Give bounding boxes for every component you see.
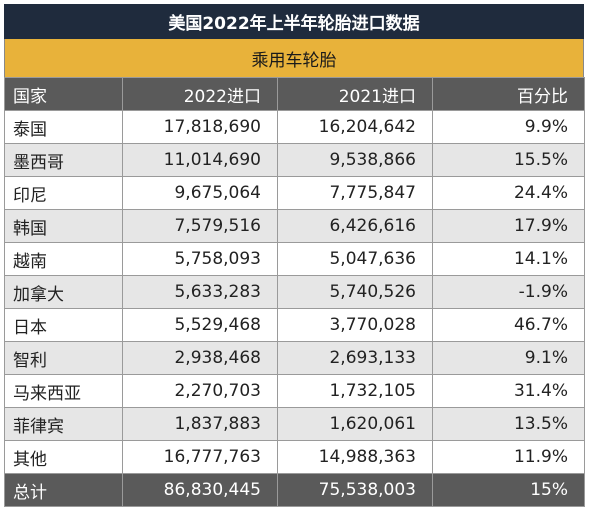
- cell-2022: 17,818,690: [122, 110, 278, 144]
- table-row: 泰国 17,818,690 16,204,642 9.9%: [4, 110, 585, 144]
- cell-percent: 15%: [432, 473, 585, 507]
- cell-country: 总计: [4, 473, 123, 507]
- cell-2022: 2,938,468: [122, 341, 278, 375]
- cell-2022: 7,579,516: [122, 209, 278, 243]
- header-country: 国家: [4, 77, 123, 111]
- cell-country: 越南: [4, 242, 123, 276]
- table-row: 智利 2,938,468 2,693,133 9.1%: [4, 341, 585, 375]
- table-body: 泰国 17,818,690 16,204,642 9.9% 墨西哥 11,014,690 9…: [4, 110, 585, 507]
- cell-percent: 15.5%: [432, 143, 585, 177]
- table-row: 马来西亚 2,270,703 1,732,105 31.4%: [4, 374, 585, 408]
- table-row: 墨西哥 11,014,690 9,538,866 15.5%: [4, 143, 585, 177]
- header-2021: 2021进口: [277, 77, 433, 111]
- cell-percent: 13.5%: [432, 407, 585, 441]
- cell-2021: 1,732,105: [277, 374, 433, 408]
- table-subtitle: 乘用车轮胎: [4, 39, 584, 77]
- cell-2022: 5,758,093: [122, 242, 278, 276]
- cell-percent: 46.7%: [432, 308, 585, 342]
- table-row: 韩国 7,579,516 6,426,616 17.9%: [4, 209, 585, 243]
- cell-country: 菲律宾: [4, 407, 123, 441]
- cell-2022: 86,830,445: [122, 473, 278, 507]
- cell-country: 印尼: [4, 176, 123, 210]
- cell-country: 泰国: [4, 110, 123, 144]
- cell-2021: 9,538,866: [277, 143, 433, 177]
- cell-percent: 17.9%: [432, 209, 585, 243]
- cell-percent: 11.9%: [432, 440, 585, 474]
- cell-country: 加拿大: [4, 275, 123, 309]
- cell-percent: 9.1%: [432, 341, 585, 375]
- table-row: 印尼 9,675,064 7,775,847 24.4%: [4, 176, 585, 210]
- cell-percent: -1.9%: [432, 275, 585, 309]
- cell-2021: 3,770,028: [277, 308, 433, 342]
- cell-2022: 5,529,468: [122, 308, 278, 342]
- cell-country: 智利: [4, 341, 123, 375]
- tire-import-table: 国家 2022进口 2021进口 百分比 泰国 17,818,690 16,204,…: [4, 77, 585, 507]
- cell-country: 日本: [4, 308, 123, 342]
- table-row: 加拿大 5,633,283 5,740,526 -1.9%: [4, 275, 585, 309]
- cell-percent: 24.4%: [432, 176, 585, 210]
- cell-country: 其他: [4, 440, 123, 474]
- table-row: 越南 5,758,093 5,047,636 14.1%: [4, 242, 585, 276]
- cell-percent: 14.1%: [432, 242, 585, 276]
- cell-2022: 9,675,064: [122, 176, 278, 210]
- cell-2021: 2,693,133: [277, 341, 433, 375]
- table-row: 其他 16,777,763 14,988,363 11.9%: [4, 440, 585, 474]
- total-row: 总计 86,830,445 75,538,003 15%: [4, 473, 585, 507]
- data-table-card: 美国2022年上半年轮胎进口数据 乘用车轮胎 国家 2022进口 2021进口 …: [4, 4, 585, 508]
- cell-country: 韩国: [4, 209, 123, 243]
- cell-2021: 7,775,847: [277, 176, 433, 210]
- cell-2021: 6,426,616: [277, 209, 433, 243]
- cell-2022: 16,777,763: [122, 440, 278, 474]
- cell-percent: 9.9%: [432, 110, 585, 144]
- cell-2021: 75,538,003: [277, 473, 433, 507]
- table-header: 国家 2022进口 2021进口 百分比: [4, 77, 585, 111]
- cell-2021: 1,620,061: [277, 407, 433, 441]
- cell-country: 墨西哥: [4, 143, 123, 177]
- header-row: 国家 2022进口 2021进口 百分比: [4, 77, 585, 111]
- header-percent: 百分比: [432, 77, 585, 111]
- cell-2021: 5,047,636: [277, 242, 433, 276]
- cell-2022: 2,270,703: [122, 374, 278, 408]
- cell-2022: 1,837,883: [122, 407, 278, 441]
- cell-2022: 5,633,283: [122, 275, 278, 309]
- header-2022: 2022进口: [122, 77, 278, 111]
- cell-country: 马来西亚: [4, 374, 123, 408]
- table-row: 日本 5,529,468 3,770,028 46.7%: [4, 308, 585, 342]
- cell-2021: 14,988,363: [277, 440, 433, 474]
- cell-2022: 11,014,690: [122, 143, 278, 177]
- cell-percent: 31.4%: [432, 374, 585, 408]
- cell-2021: 16,204,642: [277, 110, 433, 144]
- table-title: 美国2022年上半年轮胎进口数据: [4, 4, 584, 39]
- table-row: 菲律宾 1,837,883 1,620,061 13.5%: [4, 407, 585, 441]
- cell-2021: 5,740,526: [277, 275, 433, 309]
